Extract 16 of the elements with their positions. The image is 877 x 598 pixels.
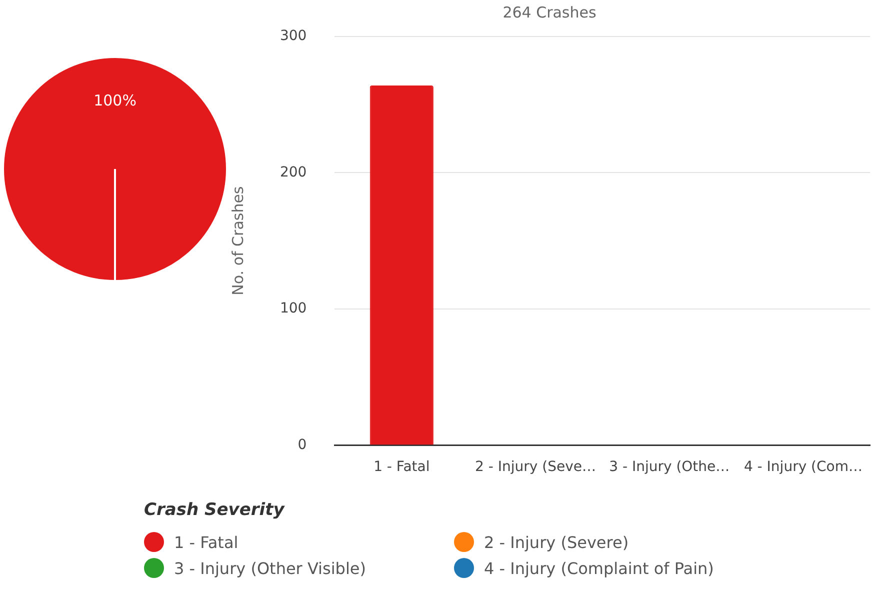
y-tick-label: 100: [280, 300, 307, 317]
y-tick-label: 0: [298, 436, 307, 453]
y-tick-label: 300: [280, 28, 307, 44]
chart-title: 264 Crashes: [502, 3, 596, 22]
legend-label: 3 - Injury (Other Visible): [174, 558, 366, 578]
x-tick-label: 3 - Injury (Othe…: [609, 459, 730, 476]
y-axis-title: No. of Crashes: [228, 186, 247, 296]
legend-label: 4 - Injury (Complaint of Pain): [484, 558, 714, 578]
x-tick-label: 4 - Injury (Com…: [744, 459, 863, 476]
legend-label: 2 - Injury (Severe): [484, 532, 629, 552]
x-tick-label: 2 - Injury (Seve…: [475, 459, 596, 476]
legend-title: Crash Severity: [144, 500, 286, 520]
legend-label: 1 - Fatal: [174, 532, 238, 552]
data-label: 100%: [94, 92, 136, 110]
y-tick-label: 200: [280, 164, 307, 180]
x-tick-label: 1 - Fatal: [374, 459, 430, 476]
